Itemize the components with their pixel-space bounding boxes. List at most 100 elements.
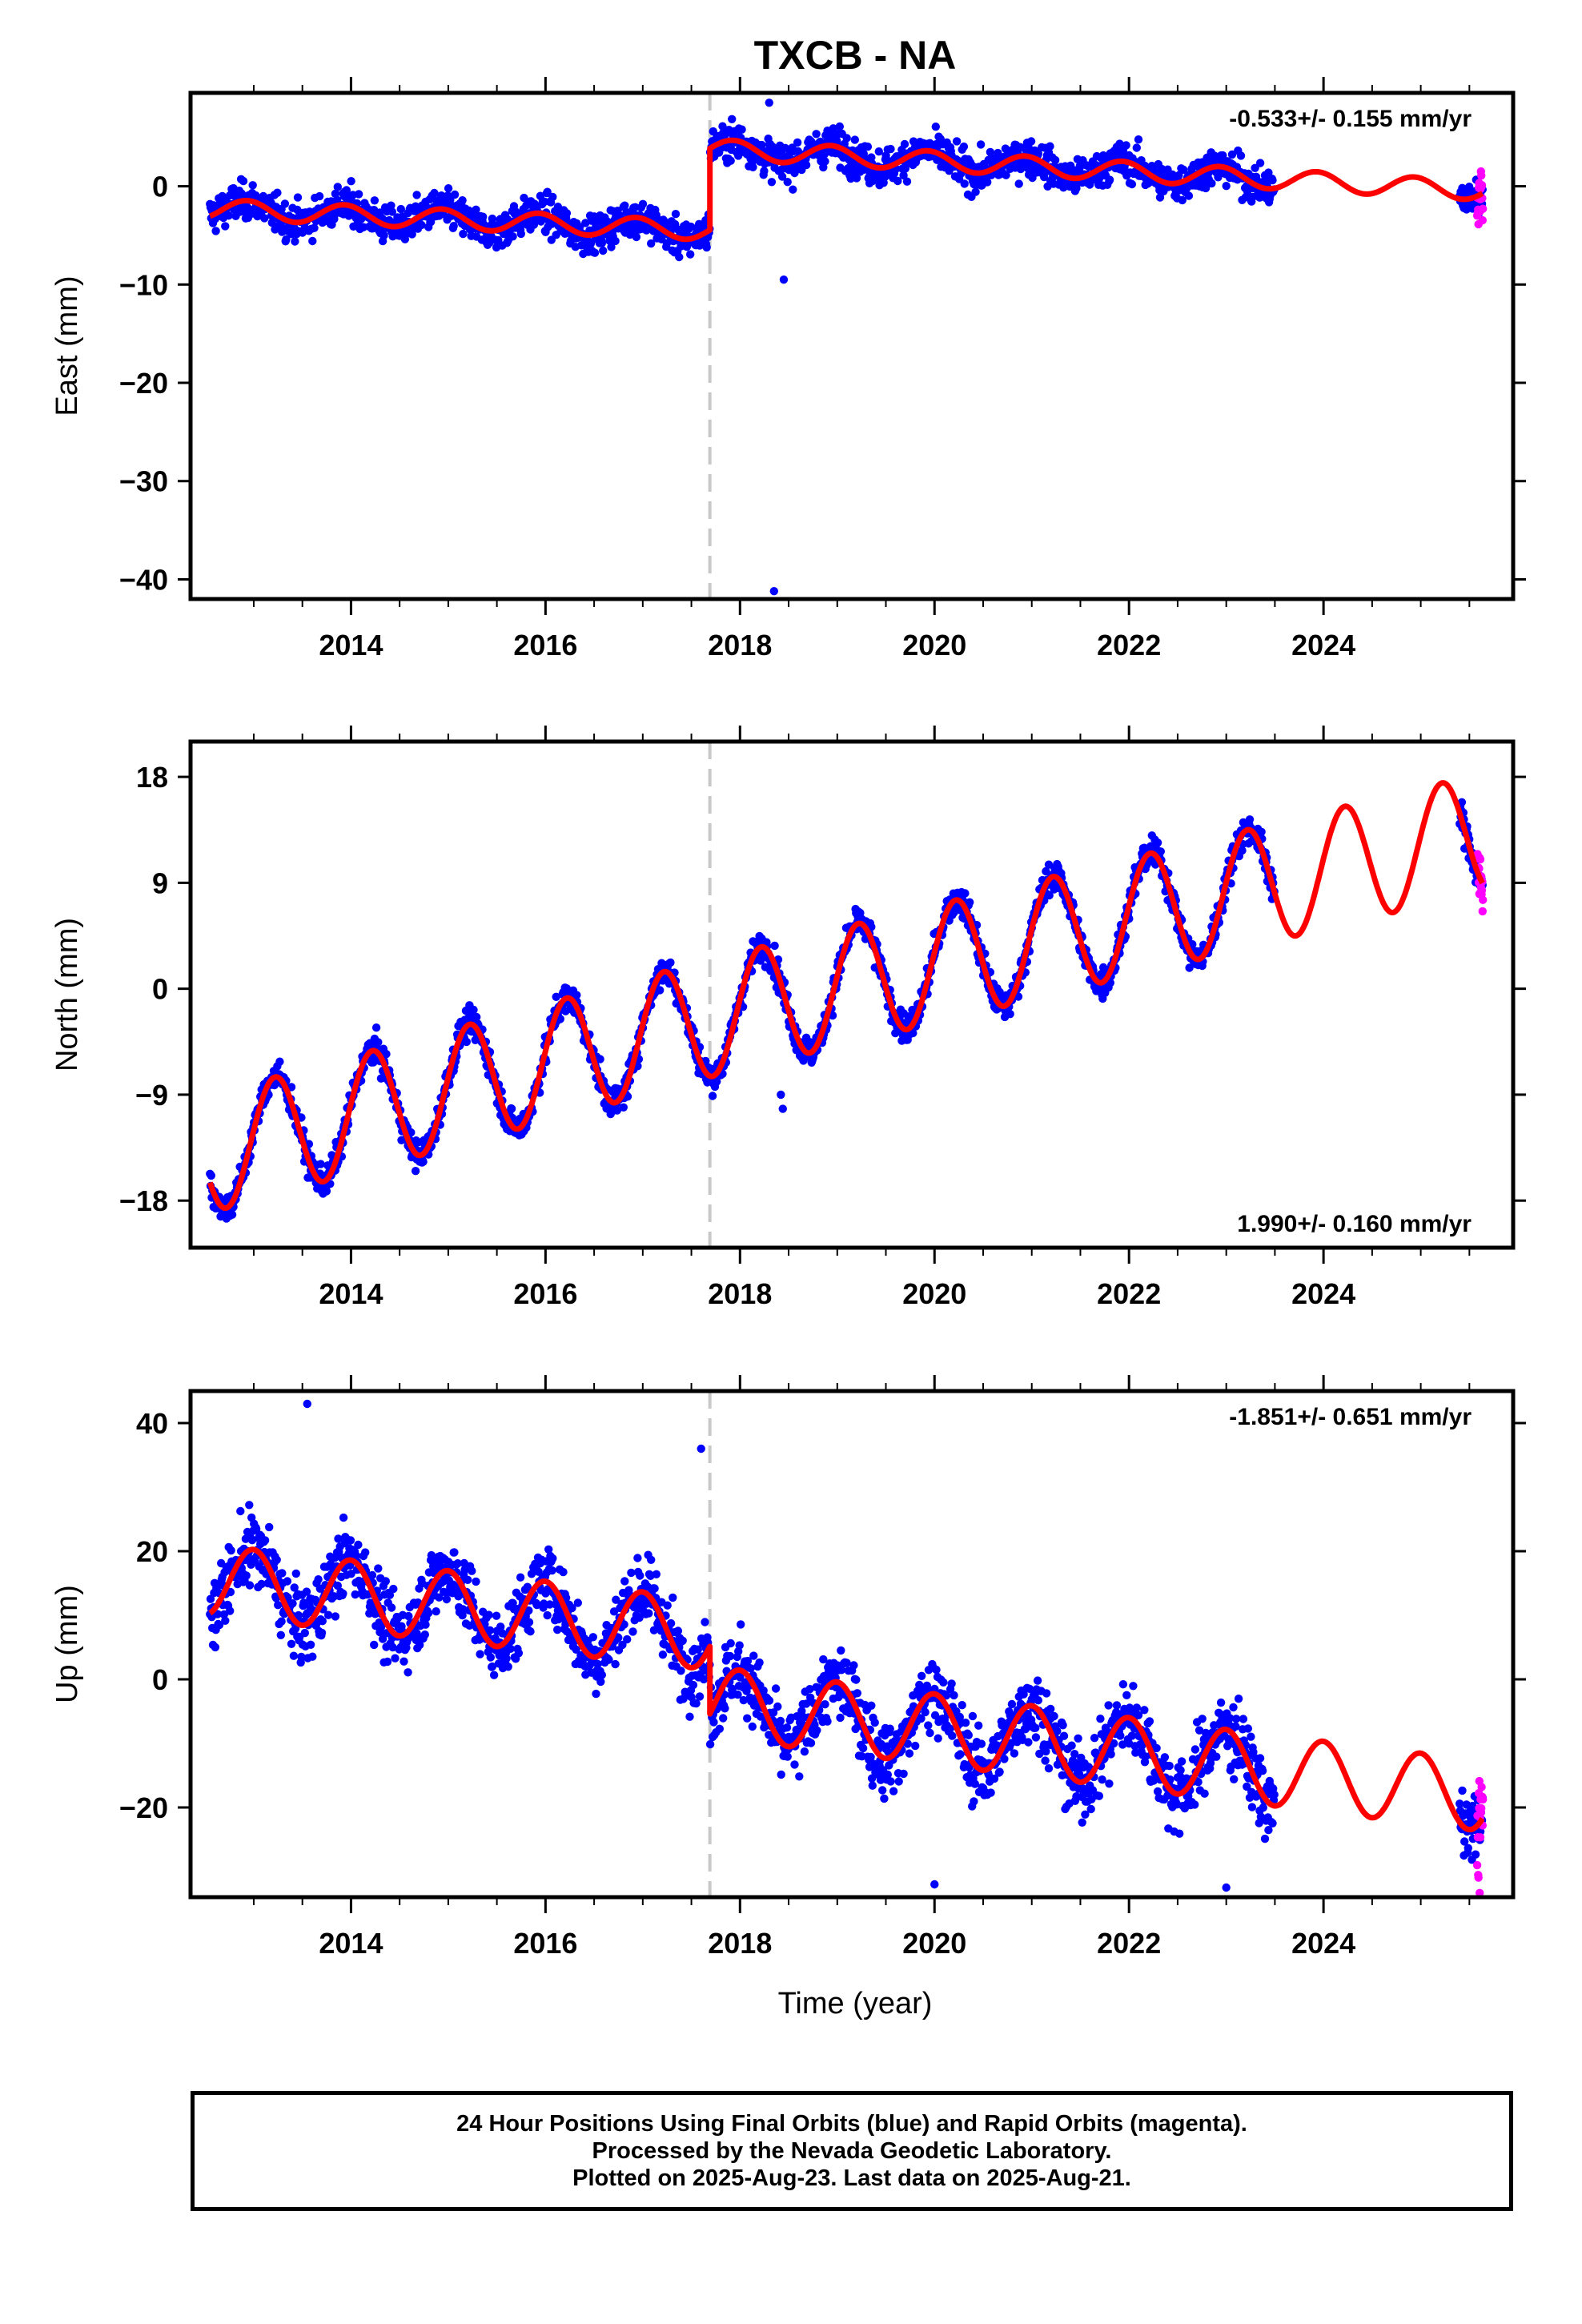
final-orbit-point <box>623 1634 632 1644</box>
x-tick-label: 2022 <box>1097 629 1161 661</box>
final-orbit-point <box>224 211 233 220</box>
final-orbit-point <box>719 1714 728 1723</box>
final-orbit-point <box>239 176 248 186</box>
final-orbit-point <box>314 1575 323 1584</box>
final-orbit-point <box>773 1702 782 1711</box>
final-orbit-point <box>1122 141 1130 150</box>
rapid-orbit-point <box>1477 171 1486 180</box>
final-orbit-point <box>1178 195 1187 205</box>
final-orbit-point <box>462 1037 471 1047</box>
final-orbit-point <box>656 986 665 995</box>
final-orbit-point <box>592 1689 600 1699</box>
y-tick-label: −20 <box>119 367 168 400</box>
final-orbit-point <box>597 1671 606 1679</box>
final-orbit-point <box>464 1575 472 1585</box>
final-orbit-point <box>387 201 396 210</box>
panel-frame <box>188 90 1516 601</box>
x-tick-label: 2014 <box>319 629 383 661</box>
final-orbit-point <box>444 184 453 193</box>
final-orbit-point <box>715 1724 724 1733</box>
final-orbit-point <box>524 1618 534 1626</box>
final-orbit-point <box>633 1554 642 1562</box>
final-orbit-point <box>502 1654 511 1663</box>
final-orbit-point <box>686 250 695 259</box>
rate-label: -0.533+/- 0.155 mm/yr <box>1229 106 1472 132</box>
final-orbit-point <box>607 243 616 251</box>
final-orbit-point <box>671 210 681 219</box>
final-orbit-point <box>620 201 629 210</box>
final-orbit-point <box>611 1659 620 1669</box>
final-orbit-point <box>1268 175 1277 185</box>
final-orbit-point <box>701 1618 709 1626</box>
x-tick-label: 2024 <box>1291 1277 1355 1310</box>
final-orbit-point <box>367 1570 377 1580</box>
final-orbit-point <box>323 1610 333 1619</box>
final-orbit-point <box>387 207 396 216</box>
final-orbit-point <box>952 137 962 146</box>
final-orbit-point <box>242 1571 251 1580</box>
plot-area <box>206 742 1488 1248</box>
final-orbit-point <box>1245 815 1255 824</box>
final-orbit-point <box>1040 172 1049 182</box>
final-orbit-point <box>669 1593 677 1602</box>
final-orbit-point <box>718 122 727 131</box>
final-orbit-point <box>628 1627 637 1636</box>
final-orbit-point <box>852 174 861 183</box>
final-orbit-point <box>767 178 777 187</box>
panel-frame <box>188 739 1516 1250</box>
final-orbit-point <box>275 1057 284 1066</box>
final-orbit-point <box>800 1747 809 1756</box>
final-orbit-point <box>726 1638 735 1648</box>
final-orbit-point <box>432 1607 440 1616</box>
final-orbit-point <box>1134 135 1143 144</box>
x-tick-label: 2018 <box>708 629 772 661</box>
final-orbit-point <box>396 204 405 214</box>
final-orbit-point <box>795 1772 804 1781</box>
final-orbit-point <box>1155 193 1165 202</box>
final-orbit-point <box>644 1609 653 1618</box>
y-tick-label: −18 <box>119 1184 168 1217</box>
final-orbit-point <box>492 1611 501 1620</box>
final-orbit-point <box>737 1620 745 1629</box>
final-orbit-point <box>276 1630 285 1640</box>
final-orbit-point <box>611 236 620 246</box>
final-orbit-point <box>678 1636 687 1645</box>
final-orbit-point <box>221 1616 230 1626</box>
final-orbit-point <box>408 230 416 239</box>
final-orbit-point <box>548 1566 556 1575</box>
x-tick-label: 2020 <box>902 629 966 661</box>
plot-area <box>206 93 1488 599</box>
final-orbit-point <box>658 1651 668 1659</box>
final-orbit-point <box>893 176 902 186</box>
plot-area <box>206 1391 1488 1897</box>
final-orbit-point <box>211 227 220 235</box>
final-orbit-point <box>734 151 743 160</box>
final-orbit-point <box>282 235 291 244</box>
final-orbit-point <box>424 1609 433 1618</box>
final-orbit-points <box>206 99 1488 596</box>
final-orbit-point <box>347 177 355 186</box>
final-orbit-point <box>737 125 746 134</box>
final-orbit-point <box>777 1770 785 1779</box>
final-orbit-point <box>278 1569 287 1578</box>
final-orbit-point <box>900 139 909 149</box>
final-orbit-point <box>308 1652 317 1661</box>
final-orbit-point <box>291 1569 300 1578</box>
final-orbit-point <box>781 143 789 152</box>
rapid-orbit-point <box>1479 204 1488 213</box>
final-orbit-point <box>1006 1010 1014 1019</box>
final-orbit-point <box>647 1555 656 1565</box>
final-orbit-point <box>675 252 684 262</box>
final-orbit-point <box>1001 144 1010 153</box>
outlier-point <box>779 275 789 284</box>
final-orbit-point <box>379 231 388 240</box>
rate-label: 1.990+/- 0.160 mm/yr <box>1237 1211 1472 1237</box>
final-orbit-point <box>291 237 299 246</box>
final-orbit-point <box>248 181 257 190</box>
final-orbit-point <box>1264 168 1273 177</box>
final-orbit-point <box>562 209 572 218</box>
final-orbit-point <box>543 1610 552 1620</box>
final-orbit-point <box>374 1038 383 1047</box>
final-orbit-point <box>746 1664 755 1673</box>
